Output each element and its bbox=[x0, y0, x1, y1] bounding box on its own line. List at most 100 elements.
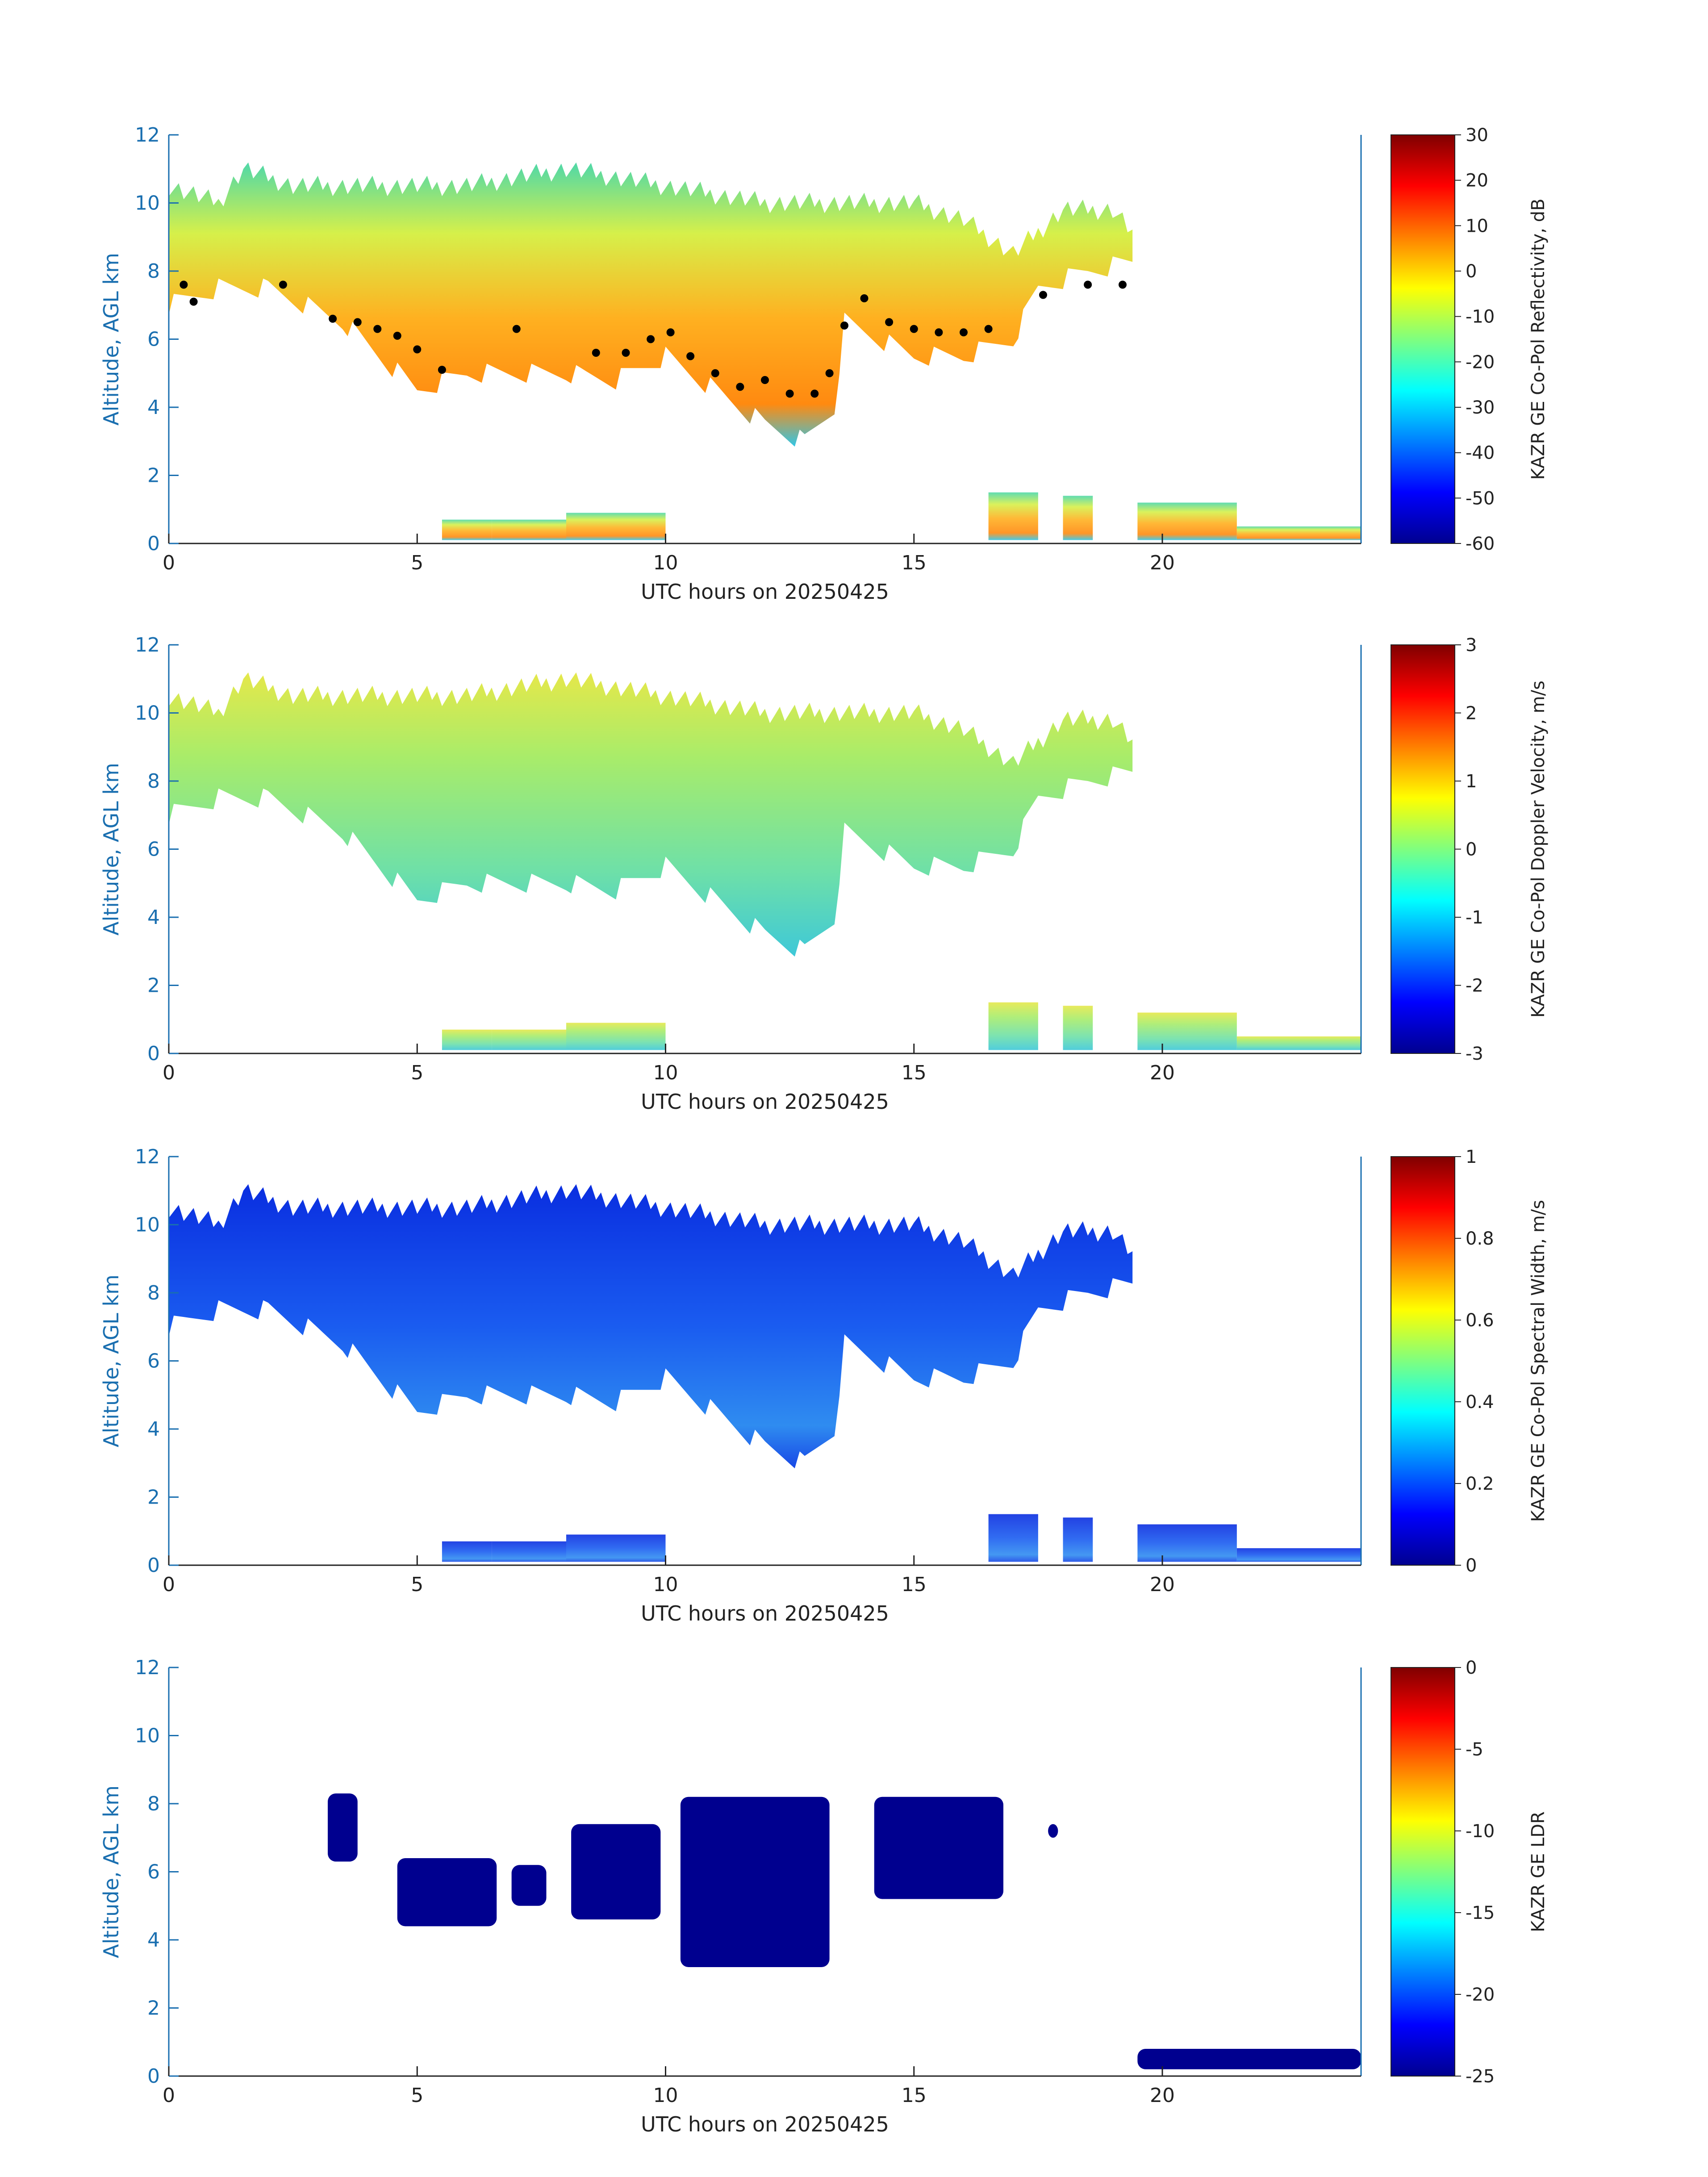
low-cloud-5 bbox=[1137, 502, 1237, 540]
colorbar-tick-label: -20 bbox=[1466, 352, 1495, 372]
colorbar: 0 -5 -10 -15 -20 -25 KAZR GE LDR bbox=[1391, 1658, 1549, 2087]
y-tick-label: 8 bbox=[147, 1793, 160, 1815]
cloud-base-point bbox=[1039, 291, 1047, 299]
cloud-base-point bbox=[761, 376, 769, 384]
colorbar-tick-label: 0 bbox=[1466, 261, 1477, 282]
y-tick-label: 4 bbox=[147, 906, 160, 929]
ldr-patch-6 bbox=[1048, 1824, 1058, 1838]
colorbar-tick-label: 3 bbox=[1466, 635, 1477, 656]
ldr-patch-4 bbox=[680, 1797, 830, 1967]
low-cloud-6 bbox=[1236, 1036, 1361, 1050]
cloud-base-point bbox=[736, 383, 744, 391]
colorbar-tick-label: 0.8 bbox=[1466, 1228, 1494, 1249]
data-layer bbox=[169, 672, 1361, 1050]
colorbar-gradient bbox=[1391, 1156, 1455, 1566]
y-tick-label: 0 bbox=[147, 1554, 160, 1577]
y-tick-label: 8 bbox=[147, 260, 160, 283]
y-tick-label: 0 bbox=[147, 1042, 160, 1065]
y-tick-label: 10 bbox=[135, 1725, 160, 1747]
colorbar: 1 0.8 0.6 0.4 0.2 0 KAZR GE Co-Pol Spectral Wi… bbox=[1391, 1147, 1549, 1576]
cloud-base-point bbox=[512, 325, 521, 333]
cloud-base-point bbox=[935, 328, 943, 337]
y-tick-label: 12 bbox=[135, 1656, 160, 1679]
cloud-base-point bbox=[180, 280, 188, 289]
x-tick-label: 20 bbox=[1150, 1061, 1175, 1084]
ldr-patch-1 bbox=[397, 1858, 497, 1926]
y-tick-label: 2 bbox=[147, 974, 160, 997]
cloud-base-point bbox=[711, 369, 719, 377]
colorbar-label: KAZR GE Co-Pol Spectral Width, m/s bbox=[1528, 1200, 1549, 1522]
x-axis-label: UTC hours on 20250425 bbox=[641, 1090, 889, 1114]
low-cloud-0 bbox=[442, 519, 492, 540]
y-axis-label: Altitude, AGL km bbox=[99, 1785, 123, 1958]
colorbar-tick-label: -30 bbox=[1466, 397, 1495, 418]
colorbar-tick-label: -10 bbox=[1466, 1821, 1495, 1842]
x-axis-label: UTC hours on 20250425 bbox=[641, 580, 889, 604]
y-tick-label: 12 bbox=[135, 634, 160, 656]
y-tick-label: 2 bbox=[147, 1997, 160, 2020]
y-tick-label: 4 bbox=[147, 1418, 160, 1441]
y-tick-label: 10 bbox=[135, 192, 160, 215]
panel-ldr: 0 2 4 6 8 10 12 0 5 10 15 20 UTC hours on 20250425 Al… bbox=[99, 1656, 1549, 2136]
low-cloud-4 bbox=[1063, 1006, 1093, 1050]
colorbar-tick-label: 0 bbox=[1466, 1658, 1477, 1678]
cloud-base-point bbox=[1084, 280, 1092, 289]
y-tick-label: 0 bbox=[147, 2065, 160, 2088]
y-axis-label: Altitude, AGL km bbox=[99, 253, 123, 426]
y-tick-label: 10 bbox=[135, 702, 160, 725]
colorbar-tick-label: -5 bbox=[1466, 1739, 1483, 1760]
cloud-base-point bbox=[785, 389, 794, 398]
colorbar-gradient bbox=[1391, 644, 1455, 1054]
x-tick-label: 15 bbox=[902, 1573, 927, 1596]
cloud-base-point bbox=[353, 318, 362, 326]
x-tick-label: 5 bbox=[411, 1061, 423, 1084]
colorbar: 30 20 10 0 -10 -20 -30 -40 -50 -60 KAZR GE Co-Pol … bbox=[1391, 125, 1549, 554]
ldr-patch-2 bbox=[511, 1865, 547, 1906]
y-tick-label: 10 bbox=[135, 1214, 160, 1237]
colorbar-tick-label: 0.4 bbox=[1466, 1392, 1494, 1412]
cloud-base-point bbox=[373, 325, 382, 333]
cloud-base-point bbox=[413, 345, 422, 354]
x-tick-label: 5 bbox=[411, 552, 423, 574]
colorbar-tick-label: 10 bbox=[1466, 216, 1488, 236]
x-tick-label: 15 bbox=[902, 1061, 927, 1084]
cloud-base-point bbox=[329, 314, 337, 323]
cloud-base-point bbox=[910, 325, 918, 333]
colorbar-tick-label: -15 bbox=[1466, 1903, 1495, 1923]
cloud-base-point bbox=[592, 349, 600, 357]
y-tick-label: 2 bbox=[147, 464, 160, 487]
colorbar-gradient bbox=[1391, 134, 1455, 544]
low-cloud-4 bbox=[1063, 1517, 1093, 1562]
x-tick-label: 10 bbox=[653, 2084, 678, 2107]
ldr-patch-0 bbox=[328, 1793, 358, 1862]
low-cloud-1 bbox=[492, 1541, 566, 1562]
x-tick-label: 20 bbox=[1150, 2084, 1175, 2107]
y-tick-label: 4 bbox=[147, 1929, 160, 1951]
colorbar-tick-label: -25 bbox=[1466, 2066, 1495, 2087]
colorbar-tick-label: 0 bbox=[1466, 1555, 1477, 1576]
y-tick-label: 6 bbox=[147, 1350, 160, 1373]
colorbar-tick-label: -10 bbox=[1466, 307, 1495, 327]
low-cloud-5 bbox=[1137, 1524, 1237, 1562]
cloud-layer bbox=[169, 162, 1133, 447]
low-cloud-3 bbox=[988, 1514, 1038, 1562]
x-tick-label: 20 bbox=[1150, 552, 1175, 574]
colorbar-tick-label: 0.2 bbox=[1466, 1474, 1494, 1494]
low-cloud-6 bbox=[1236, 526, 1361, 540]
y-tick-label: 12 bbox=[135, 1145, 160, 1168]
cloud-base-point bbox=[1119, 280, 1127, 289]
x-tick-label: 10 bbox=[653, 1061, 678, 1084]
y-axis-label: Altitude, AGL km bbox=[99, 763, 123, 936]
data-layer bbox=[169, 162, 1361, 540]
cloud-layer bbox=[169, 1184, 1133, 1469]
x-tick-label: 5 bbox=[411, 2084, 423, 2107]
x-axis-label: UTC hours on 20250425 bbox=[641, 2112, 889, 2136]
low-cloud-3 bbox=[988, 1002, 1038, 1050]
colorbar-tick-label: 0.6 bbox=[1466, 1310, 1494, 1331]
ldr-patch-3 bbox=[571, 1824, 661, 1920]
cloud-base-point bbox=[860, 294, 869, 302]
x-tick-label: 10 bbox=[653, 552, 678, 574]
cloud-base-point bbox=[438, 366, 446, 374]
